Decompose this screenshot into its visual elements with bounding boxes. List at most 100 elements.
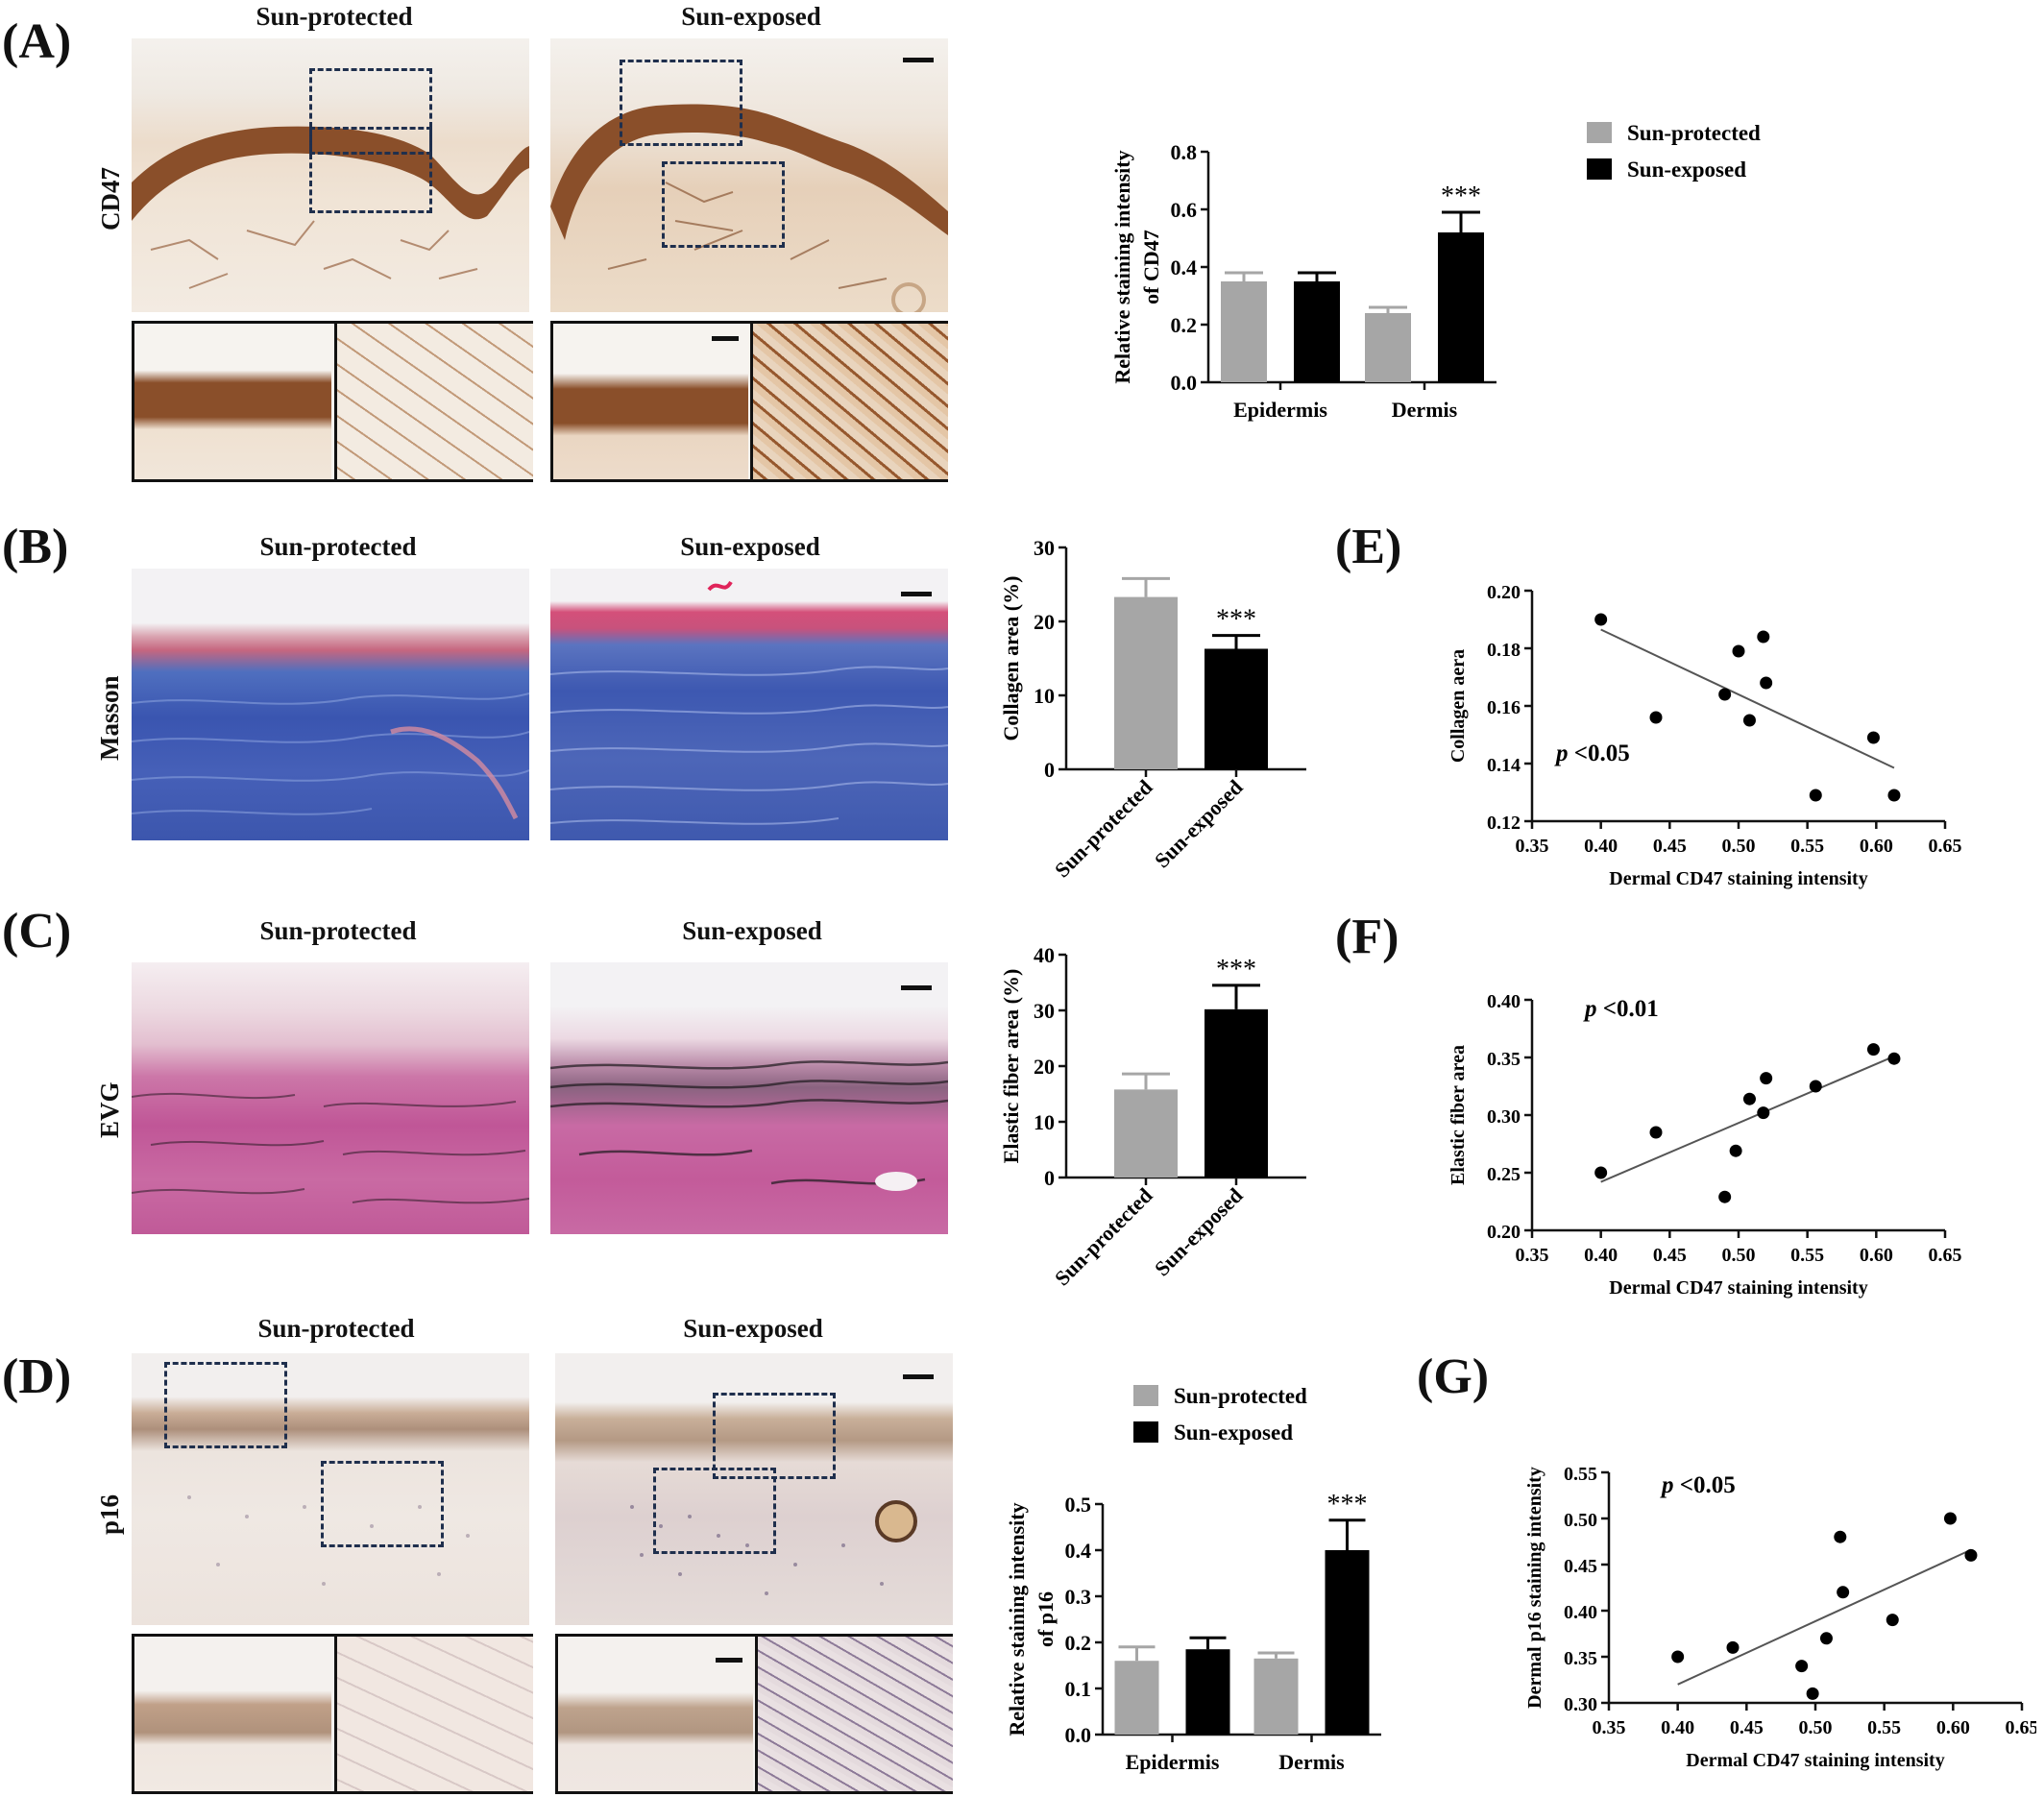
F-data-point	[1866, 1043, 1880, 1056]
D-legend-label: Sun-protected	[1174, 1384, 1307, 1408]
F-data-point	[1729, 1144, 1742, 1157]
F-y-tick-label: 0.25	[1487, 1164, 1521, 1185]
F-data-point	[1757, 1106, 1770, 1120]
D-y-tick-label: 0.4	[1065, 1539, 1092, 1563]
C-x-tick-label: Sun-exposed	[1150, 1183, 1248, 1281]
A-x-tick-label: Epidermis	[1233, 398, 1327, 422]
F-x-tick-label: 0.35	[1516, 1245, 1549, 1266]
p16-exposed-zoom-box-epidermis	[713, 1393, 836, 1479]
cd47-protected-inset-epidermis	[134, 324, 331, 479]
E-data-point	[1757, 630, 1770, 644]
D-bar-sun-protected	[1253, 1658, 1299, 1735]
F-p-value: p <0.01	[1583, 996, 1659, 1022]
G-y-tick-label: 0.30	[1564, 1694, 1597, 1715]
C-significance: ***	[1216, 955, 1256, 984]
G-y-tick-label: 0.55	[1564, 1464, 1597, 1485]
cd47-scale-bar	[903, 58, 934, 62]
G-y-tick-label: 0.40	[1564, 1602, 1597, 1623]
B-x-tick-label: Sun-protected	[1050, 775, 1157, 883]
chart-f-elastic-scatter: 0.20 0.25 0.30 0.35 0.40 0.35 0.40 0.45 0.50 0.55…	[1448, 991, 1962, 1299]
E-y-tick-label: 0.20	[1487, 582, 1521, 603]
E-p-value: p <0.05	[1554, 741, 1630, 766]
evg-exposed-fibers	[550, 1060, 948, 1191]
F-data-point	[1887, 1052, 1901, 1065]
B-y-tick-label: 20	[1034, 610, 1055, 634]
panel-c-col-title-exposed: Sun-exposed	[682, 916, 822, 945]
E-data-point	[1866, 731, 1880, 744]
F-y-tick-label: 0.35	[1487, 1049, 1521, 1070]
A-y-tick-label: 0.6	[1171, 198, 1198, 222]
G-x-tick-label: 0.65	[2006, 1717, 2037, 1738]
evg-sun-protected-micrograph	[132, 962, 529, 1234]
F-x-tick-label: 0.45	[1653, 1245, 1687, 1266]
cd47-sun-protected-micrograph	[132, 38, 529, 312]
F-y-tick-label: 0.30	[1487, 1106, 1521, 1128]
panel-b-col-title-protected: Sun-protected	[259, 532, 417, 561]
D-y-tick-label: 0.5	[1065, 1493, 1092, 1517]
panel-c-col-title-protected: Sun-protected	[259, 916, 417, 945]
p16-protected-zoom-box-epidermis	[164, 1362, 287, 1448]
F-data-point	[1718, 1190, 1732, 1203]
A-y-tick-label: 0.0	[1171, 371, 1198, 395]
G-data-point	[1834, 1530, 1847, 1543]
D-legend-swatch	[1133, 1385, 1158, 1406]
evg-scale-bar	[901, 985, 932, 990]
G-data-point	[1819, 1632, 1833, 1645]
E-y-label: Collagen aera	[1448, 649, 1469, 763]
cd47-protected-inset-dermis	[334, 324, 533, 479]
F-regression-line	[1600, 1055, 1895, 1183]
B-bar-sun-protected	[1114, 596, 1178, 769]
p16-sun-protected-micrograph	[132, 1353, 529, 1625]
D-y-tick-label: 0.0	[1065, 1723, 1092, 1747]
p16-exposed-inset-pair	[555, 1634, 953, 1794]
panel-a-row-label: CD47	[96, 167, 125, 231]
A-legend-label: Sun-exposed	[1627, 158, 1746, 182]
E-x-tick-label: 0.60	[1860, 836, 1893, 857]
cd47-exposed-epidermis	[550, 104, 948, 312]
p16-scale-bar	[903, 1374, 934, 1379]
A-legend-swatch	[1587, 122, 1612, 143]
A-significance: ***	[1441, 182, 1481, 211]
F-x-label: Dermal CD47 staining intensity	[1609, 1277, 1867, 1299]
E-x-tick-label: 0.50	[1722, 836, 1756, 857]
masson-sun-protected-micrograph	[132, 569, 529, 840]
E-data-point	[1594, 613, 1608, 626]
evg-protected-fibers	[132, 1092, 529, 1204]
D-x-tick-label: Dermis	[1278, 1750, 1345, 1774]
panel-label-e: (E)	[1335, 520, 1402, 574]
G-data-point	[1886, 1614, 1899, 1627]
A-y-label-line1: Relative staining intensity	[1110, 150, 1134, 383]
F-y-label: Elastic fiber area	[1448, 1045, 1469, 1185]
G-data-point	[1806, 1687, 1819, 1700]
C-bar-sun-protected	[1114, 1089, 1178, 1178]
cd47-inset-scale-bar	[712, 336, 739, 341]
cd47-exposed-inset-dermis	[750, 324, 948, 479]
E-data-point	[1809, 789, 1822, 802]
G-y-tick-label: 0.50	[1564, 1510, 1597, 1531]
panel-label-g: (G)	[1417, 1349, 1490, 1404]
cd47-exposed-zoom-box-dermis	[662, 161, 785, 248]
E-y-tick-label: 0.14	[1487, 755, 1521, 776]
D-bar-sun-exposed	[1325, 1550, 1370, 1735]
F-y-tick-label: 0.40	[1487, 991, 1521, 1012]
G-x-tick-label: 0.35	[1593, 1717, 1626, 1738]
F-x-tick-label: 0.40	[1584, 1245, 1618, 1266]
chart-d-p16-bar: 0.0 0.1 0.2 0.3 0.4 0.5 Relative staining inte…	[1005, 1384, 1381, 1774]
E-data-point	[1760, 676, 1773, 690]
p16-protected-dermis	[187, 1495, 470, 1586]
D-legend-label: Sun-exposed	[1174, 1421, 1293, 1445]
cd47-exposed-zoom-box-epidermis	[620, 60, 742, 146]
chart-e-collagen-scatter: 0.12 0.14 0.16 0.18 0.20 0.35 0.40 0.45 0.50 0.55…	[1448, 582, 1962, 889]
E-y-tick-label: 0.12	[1487, 813, 1521, 834]
D-y-tick-label: 0.1	[1065, 1677, 1092, 1701]
B-significance: ***	[1216, 605, 1256, 635]
chart-c-elastic-bar: 0 10 20 30 40 Elastic fiber area (%) Sun-prote…	[999, 947, 1306, 1291]
p16-protected-inset-dermis	[334, 1637, 533, 1791]
E-x-label: Dermal CD47 staining intensity	[1609, 868, 1867, 889]
panel-b-col-title-exposed: Sun-exposed	[680, 532, 820, 561]
C-y-tick-label: 0	[1044, 1166, 1055, 1190]
G-y-tick-label: 0.45	[1564, 1556, 1597, 1577]
E-x-tick-label: 0.40	[1584, 836, 1618, 857]
C-x-tick-label: Sun-protected	[1050, 1183, 1157, 1291]
C-bar-sun-exposed	[1204, 1008, 1268, 1178]
